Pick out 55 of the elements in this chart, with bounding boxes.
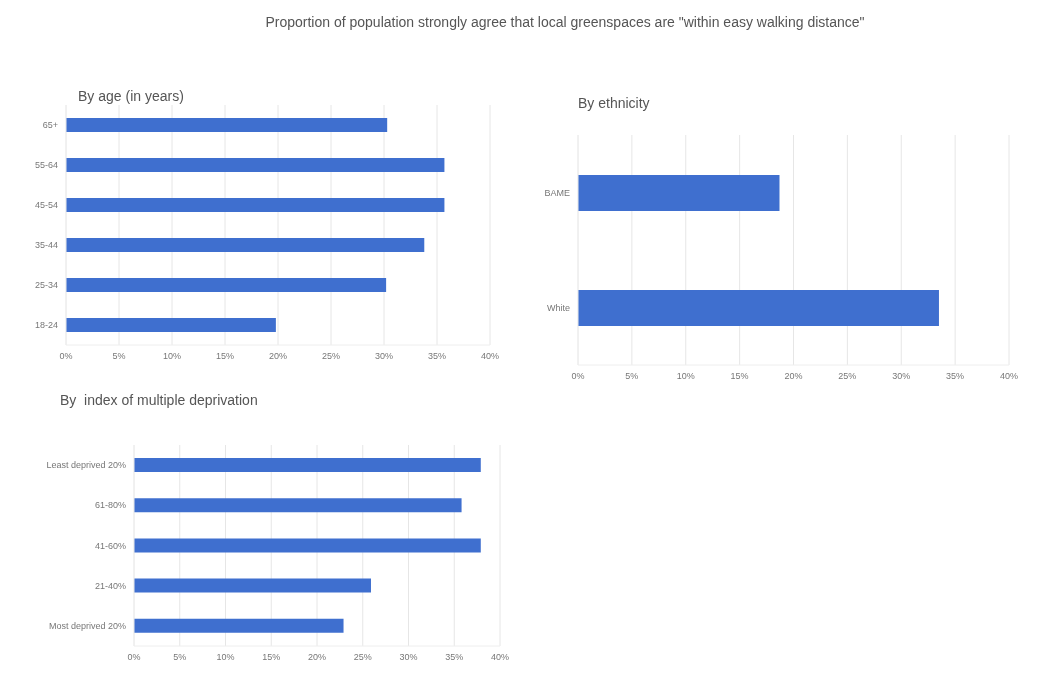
x-tick-label: 25% — [838, 371, 857, 382]
bar — [66, 238, 425, 252]
x-tick-label: 20% — [307, 652, 327, 663]
y-tick-label: Least deprived 20% — [46, 460, 126, 471]
x-tick-label: 10% — [676, 371, 695, 382]
y-tick-label: 41-60% — [94, 540, 126, 551]
y-tick-label: 55-64 — [34, 160, 58, 171]
bar — [66, 158, 445, 172]
y-tick-label: 35-44 — [34, 240, 58, 251]
bar — [134, 538, 481, 553]
bar — [66, 198, 445, 212]
x-tick-label: 10% — [216, 652, 235, 663]
y-tick-label: 21-40% — [94, 580, 126, 591]
x-tick-label: 30% — [399, 652, 418, 663]
x-tick-label: 15% — [262, 652, 281, 663]
x-tick-label: 10% — [162, 351, 182, 362]
x-tick-label: 25% — [353, 652, 372, 663]
chart-subtitle: By age (in years) — [78, 88, 184, 104]
bar — [134, 498, 462, 513]
y-tick-label: 61-80% — [94, 500, 126, 511]
x-tick-label: 5% — [112, 351, 126, 362]
x-tick-label: 5% — [173, 652, 187, 663]
text: Proportion of population strongly agree that local greenspaces are "within easy walking distance" — [264, 13, 866, 32]
bar — [134, 578, 371, 593]
y-tick-label: 65+ — [42, 120, 58, 131]
y-tick-label: BAME — [544, 187, 570, 198]
bar — [134, 458, 481, 472]
x-tick-label: 30% — [374, 351, 394, 362]
x-tick-label: 40% — [480, 351, 500, 362]
y-tick-label: 25-34 — [34, 280, 58, 291]
x-tick-label: 0% — [571, 371, 585, 382]
chart-subtitle: By ethnicity — [578, 95, 650, 111]
x-tick-label: 35% — [445, 652, 464, 663]
x-tick-label: 15% — [215, 351, 235, 362]
x-tick-label: 20% — [268, 351, 288, 362]
y-tick-label: 18-24 — [34, 320, 58, 331]
x-tick-label: 40% — [999, 371, 1019, 382]
x-tick-label: 40% — [490, 652, 510, 663]
x-tick-label: 30% — [892, 371, 911, 382]
x-tick-label: 0% — [127, 652, 141, 663]
bar — [134, 618, 344, 633]
bar — [66, 318, 276, 332]
x-tick-label: 0% — [59, 351, 73, 362]
chart-subtitle: By index of multiple deprivation — [60, 392, 258, 408]
bar — [66, 278, 387, 292]
x-tick-label: 20% — [784, 371, 803, 382]
bar — [66, 118, 388, 132]
x-tick-label: 15% — [730, 371, 749, 382]
x-tick-label: 35% — [427, 351, 447, 362]
y-tick-label: White — [546, 302, 570, 313]
x-tick-label: 5% — [625, 371, 639, 382]
y-tick-label: Most deprived 20% — [48, 621, 126, 632]
x-tick-label: 35% — [946, 371, 965, 382]
y-tick-label: 45-54 — [34, 200, 58, 211]
x-tick-label: 25% — [321, 351, 341, 362]
